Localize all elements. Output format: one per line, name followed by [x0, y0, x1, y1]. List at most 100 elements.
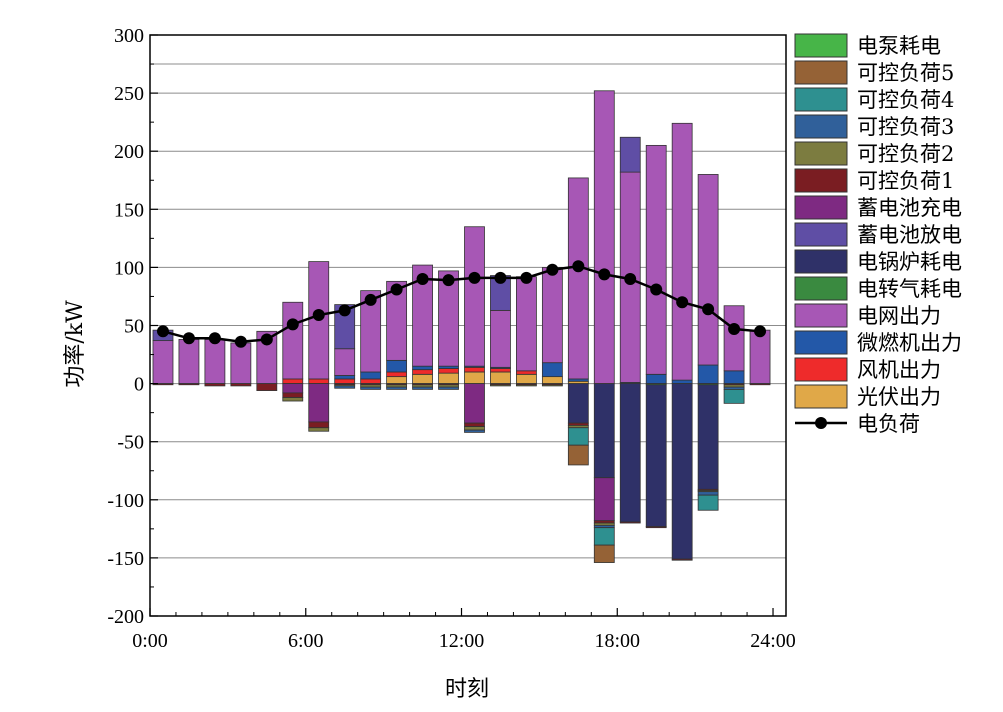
bar-segment [308, 427, 330, 432]
bar-segment [178, 339, 200, 384]
legend-label: 电网出力 [857, 304, 941, 328]
legend-swatch [794, 222, 848, 247]
load-point [234, 335, 247, 348]
bar-segment [749, 383, 771, 386]
load-point [442, 274, 455, 287]
bar-segment [360, 290, 382, 373]
legend-swatch [794, 384, 848, 409]
x-axis-title: 时刻 [445, 677, 489, 702]
bar-segment [516, 370, 537, 375]
legend-swatch [794, 357, 848, 382]
bar-segment [723, 370, 745, 384]
bar-segment [645, 526, 667, 529]
y-tick-label: 250 [114, 83, 144, 105]
load-point [338, 304, 351, 317]
y-tick-label: -200 [107, 606, 144, 628]
legend-swatch [794, 276, 848, 301]
load-point [468, 271, 481, 284]
y-tick-label: 100 [114, 257, 144, 279]
bar-segment [541, 376, 563, 384]
bar-segment [567, 444, 589, 466]
y-tick-label: 0 [134, 374, 144, 396]
legend-swatch [794, 33, 848, 58]
bar-segment [178, 383, 200, 386]
bar-segment [204, 339, 226, 384]
bar-segment [697, 491, 719, 496]
legend-swatch [794, 87, 848, 112]
load-point [260, 333, 273, 346]
legend-label: 微燃机出力 [857, 331, 962, 355]
legend-label: 电泵耗电 [857, 34, 941, 58]
bar-segment [282, 392, 304, 398]
bar-segment [360, 386, 382, 390]
bar-segment [360, 378, 382, 384]
bar-segment [671, 383, 693, 560]
bar-segment [567, 427, 589, 446]
legend-label: 电转气耗电 [857, 277, 962, 301]
bar-segment [204, 383, 226, 387]
bar-segment [412, 373, 433, 384]
load-point [390, 283, 403, 296]
bar-segment [230, 383, 252, 387]
load-point [624, 273, 637, 286]
bar-segment [490, 371, 511, 385]
legend-label: 可控负荷1 [857, 169, 954, 193]
bar-segment [567, 383, 589, 424]
legend-swatch [794, 249, 848, 274]
bar-segment [464, 426, 485, 431]
load-point [702, 303, 715, 316]
bar-segment [282, 383, 304, 394]
legend-swatch [794, 330, 848, 355]
bar-segment [671, 379, 693, 385]
bar-segment [619, 521, 641, 524]
bar-segment [334, 378, 356, 384]
bar-segment [619, 383, 641, 523]
bar-segment [671, 122, 693, 381]
bar-segment [464, 383, 485, 424]
bar-segment [230, 342, 252, 384]
bar-segment [619, 136, 641, 173]
bar-segment [645, 373, 667, 384]
bar-segment [386, 371, 408, 378]
bar-segment [516, 373, 537, 384]
bar-segment [438, 386, 459, 390]
legend-label: 光伏出力 [857, 385, 941, 409]
bar-segment [697, 364, 719, 384]
legend-label: 蓄电池放电 [857, 223, 962, 247]
bar-segment [308, 421, 330, 429]
bar-segment [412, 365, 433, 371]
bar-segment [697, 174, 719, 366]
y-tick-label: -50 [117, 432, 144, 454]
bar-segment [541, 384, 563, 387]
bar-segment [438, 270, 459, 367]
bar-segment [308, 378, 330, 384]
bar-segment [464, 422, 485, 427]
bar-segment [516, 384, 537, 387]
legend-label: 可控负荷4 [857, 88, 954, 112]
bar-segment [360, 371, 382, 380]
legend-label: 可控负荷3 [857, 115, 954, 139]
bar-segment [593, 477, 615, 522]
y-tick-label: -150 [107, 548, 144, 570]
load-point [728, 322, 741, 335]
legend-label: 可控负荷5 [857, 61, 954, 85]
y-axis-title: 功率/kW [63, 300, 88, 388]
bar-segment [464, 226, 485, 367]
x-tick-label: 24:00 [750, 630, 796, 652]
bar-segment [593, 383, 615, 479]
bar-segment [541, 362, 563, 378]
bar-segment [412, 386, 433, 390]
legend-label: 电锅炉耗电 [857, 250, 962, 274]
bar-segment [464, 371, 485, 385]
load-point [520, 271, 533, 284]
legend-swatch [794, 303, 848, 328]
bar-segment [386, 359, 408, 373]
load-point [546, 263, 559, 276]
legend-swatch [794, 114, 848, 139]
load-point [754, 325, 767, 338]
load-point [676, 296, 689, 309]
load-point [572, 260, 585, 273]
